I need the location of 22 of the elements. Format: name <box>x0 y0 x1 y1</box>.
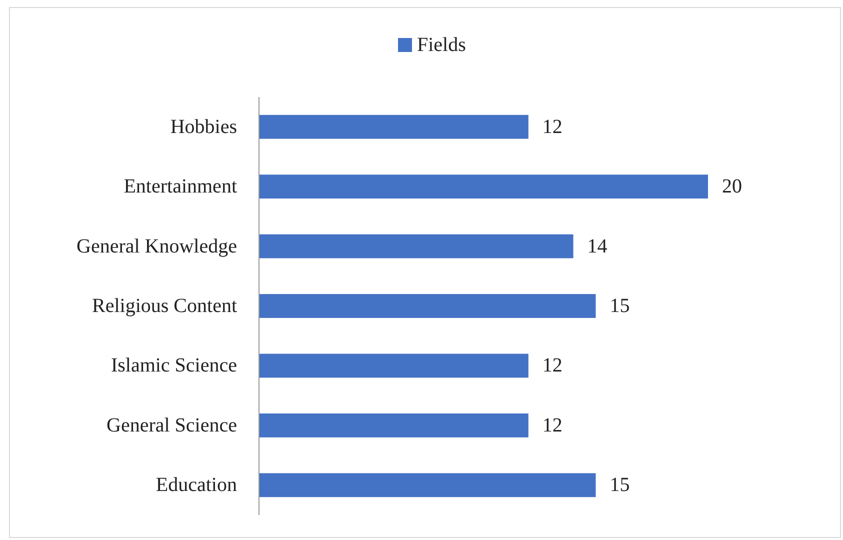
bar <box>259 114 528 139</box>
y-tick-label: Hobbies <box>170 116 238 138</box>
y-tick-label: Entertainment <box>124 176 238 198</box>
bar <box>259 174 708 199</box>
data-label: 15 <box>610 474 630 496</box>
data-label: 15 <box>610 295 630 317</box>
bar <box>259 234 574 258</box>
y-tick-label: General Science <box>106 414 238 436</box>
data-label: 12 <box>542 116 562 138</box>
bar <box>259 473 596 498</box>
legend-label: Fields <box>417 34 466 56</box>
data-label: 12 <box>542 414 562 436</box>
y-tick-label: Islamic Science <box>110 354 238 377</box>
y-tick-label: General Knowledge <box>76 235 238 258</box>
data-label: 20 <box>722 176 742 198</box>
bar <box>259 413 528 438</box>
y-tick-label: Education <box>156 474 237 496</box>
data-label: 12 <box>542 354 562 377</box>
y-tick-label: Religious Content <box>92 295 238 317</box>
data-label: 14 <box>587 235 608 258</box>
bar <box>259 354 528 378</box>
bar <box>259 294 596 318</box>
